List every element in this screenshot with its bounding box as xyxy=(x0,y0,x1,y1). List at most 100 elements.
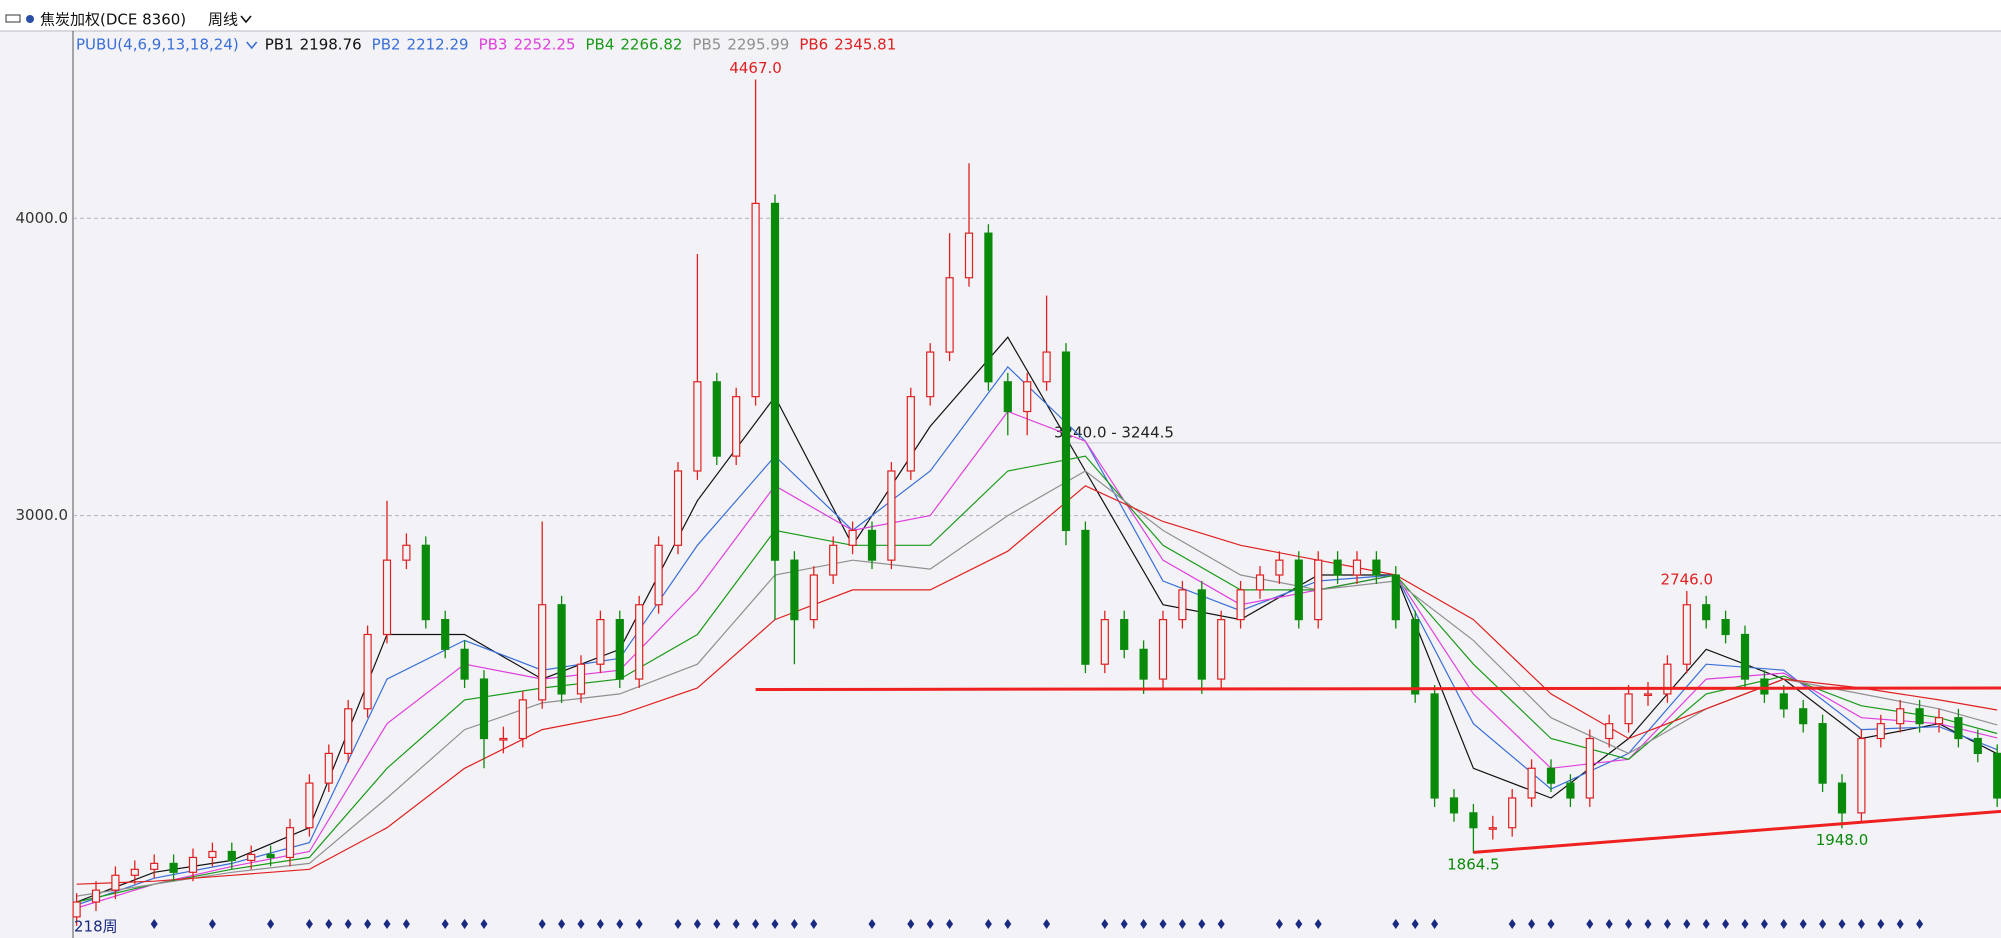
candle-body xyxy=(1876,723,1885,740)
indicator-name[interactable]: PUBU(4,6,9,13,18,24) xyxy=(76,36,239,54)
signal-diamond xyxy=(267,919,275,929)
toolbar xyxy=(0,0,2001,31)
candle-body xyxy=(1837,782,1847,814)
candle-body xyxy=(1158,619,1168,680)
signal-diamond xyxy=(364,919,372,929)
signal-diamond xyxy=(1877,919,1885,929)
signal-diamond xyxy=(577,919,585,929)
candle-body xyxy=(1236,589,1245,621)
candle-body xyxy=(1352,559,1362,576)
signal-diamond xyxy=(1295,919,1303,929)
ma-line xyxy=(76,470,1998,897)
candle-body xyxy=(247,853,256,862)
period[interactable]: 周线 xyxy=(208,11,238,29)
candle-body xyxy=(1740,633,1750,680)
price-annotation: 4467.0 xyxy=(729,59,782,77)
candle-body xyxy=(1857,737,1866,814)
candle-body xyxy=(1197,589,1206,680)
candle-body xyxy=(712,381,721,457)
signal-diamond xyxy=(1799,919,1807,929)
candle-body xyxy=(1391,574,1400,621)
signal-diamond xyxy=(1314,919,1322,929)
indicator-chevron xyxy=(246,41,258,50)
candle-body xyxy=(363,633,372,710)
ma-line xyxy=(76,485,1998,885)
signal-diamond xyxy=(558,919,566,929)
signal-diamond xyxy=(1178,919,1186,929)
signal-diamond xyxy=(693,919,701,929)
signal-diamond xyxy=(1605,919,1613,929)
trendline xyxy=(1473,809,2001,854)
signal-diamond xyxy=(713,919,721,929)
candle-body xyxy=(654,544,663,606)
signal-diamond xyxy=(1101,919,1109,929)
legend-value: 2295.99 xyxy=(727,36,789,54)
price-annotation: 1864.5 xyxy=(1447,856,1500,874)
candle-body xyxy=(1760,678,1769,695)
candle-body xyxy=(1042,351,1051,383)
signal-diamond xyxy=(1508,919,1516,929)
candle-body xyxy=(770,202,780,561)
symbol[interactable]: 焦炭加权(DCE 8360) xyxy=(40,11,186,29)
status-dot xyxy=(26,15,34,23)
candle-body xyxy=(1314,559,1323,621)
signal-diamond xyxy=(926,919,934,929)
candle-body xyxy=(518,699,527,740)
candle-body xyxy=(91,889,101,903)
signal-diamond xyxy=(1411,919,1419,929)
ma-line xyxy=(76,455,1998,903)
signal-diamond xyxy=(810,919,818,929)
candle-body xyxy=(1100,619,1109,665)
signal-diamond xyxy=(635,919,643,929)
candle-body xyxy=(150,862,159,870)
signal-diamond xyxy=(1159,919,1167,929)
signal-diamond xyxy=(1663,919,1671,929)
candle-body xyxy=(1003,381,1012,413)
candle-body xyxy=(1779,693,1788,710)
candle-body xyxy=(693,381,702,472)
candle-body xyxy=(615,619,624,680)
indicator-legend: PUBU(4,6,9,13,18,24) PB1 2198.76 PB2 2212.2… xyxy=(76,36,896,54)
signal-diamond xyxy=(1004,919,1012,929)
candle-body xyxy=(751,202,760,398)
signal-diamond xyxy=(1780,919,1788,929)
candle-body xyxy=(945,277,954,353)
candle-body xyxy=(1061,351,1071,532)
candle-body xyxy=(1255,574,1265,591)
candle-body xyxy=(848,529,857,546)
signal-diamond xyxy=(596,919,604,929)
signal-diamond xyxy=(1586,919,1594,929)
candle-body xyxy=(1333,559,1342,576)
signal-diamond xyxy=(1140,919,1148,929)
signal-diamond xyxy=(208,919,216,929)
candle-body xyxy=(111,874,120,891)
candle-body xyxy=(421,544,430,621)
link-icon[interactable] xyxy=(5,14,21,23)
signal-diamond xyxy=(616,919,624,929)
candle-body xyxy=(926,351,935,398)
signal-diamond xyxy=(868,919,876,929)
signal-diamond xyxy=(305,919,313,929)
signal-diamond xyxy=(1392,919,1400,929)
signal-diamond xyxy=(752,919,760,929)
candle-body xyxy=(576,663,586,695)
candle-body xyxy=(538,604,547,701)
period-chevron[interactable] xyxy=(240,15,252,24)
signal-diamond xyxy=(771,919,779,929)
candle-body xyxy=(188,856,198,873)
signal-diamond xyxy=(1838,919,1846,929)
candle-body xyxy=(441,619,450,650)
candle-body xyxy=(1527,767,1536,799)
signal-diamond xyxy=(1217,919,1225,929)
signal-diamond xyxy=(1916,919,1924,929)
candle-body xyxy=(1449,797,1459,814)
signal-diamond xyxy=(1683,919,1691,929)
signal-diamond xyxy=(1644,919,1652,929)
price-annotation: 2746.0 xyxy=(1661,571,1714,589)
candle-body xyxy=(1973,737,1982,754)
signal-diamond xyxy=(480,919,488,929)
candle-body xyxy=(227,850,236,862)
signal-diamond xyxy=(1431,919,1439,929)
candle-body xyxy=(1663,663,1672,695)
signal-diamond xyxy=(674,919,682,929)
